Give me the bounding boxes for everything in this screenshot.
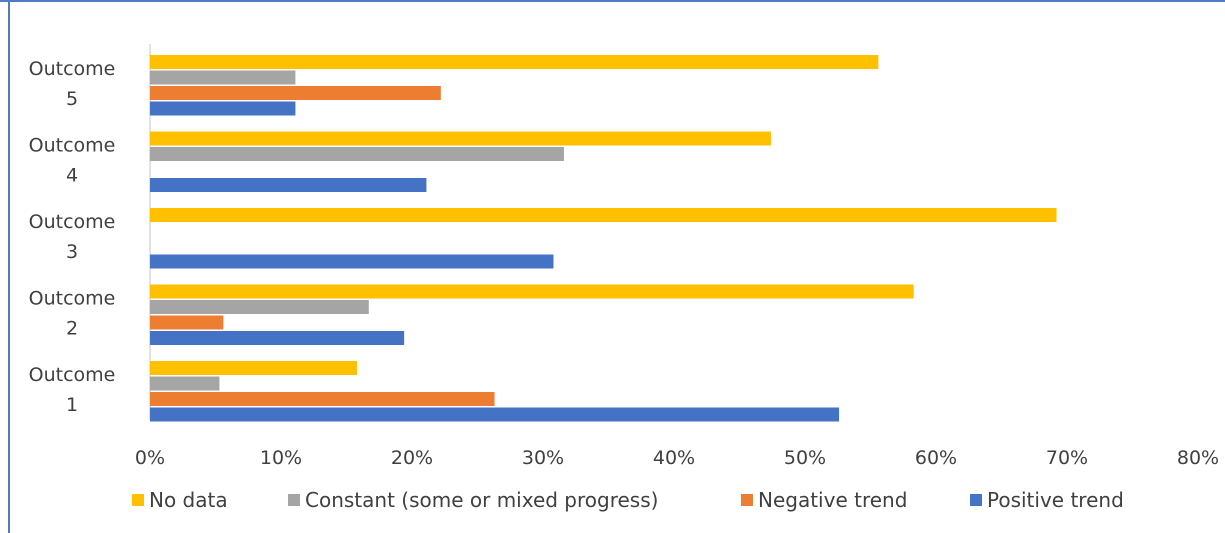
legend-label: Positive trend xyxy=(987,488,1124,512)
x-tick-label: 40% xyxy=(653,447,695,469)
x-tick-label: 0% xyxy=(135,447,165,469)
bar-positive-trend-outcome-1 xyxy=(150,407,840,422)
legend-swatch xyxy=(132,494,144,506)
bars-layer xyxy=(150,55,1057,422)
bar-no-data-outcome-3 xyxy=(150,208,1057,222)
bar-constant-some-or-mixed-progress-outcome-5 xyxy=(150,70,296,85)
bar-no-data-outcome-4 xyxy=(150,131,771,146)
x-tick-labels: 0% 10% 20% 30% 40% 50% 60% 70% 80% xyxy=(135,447,1219,469)
category-label: 1 xyxy=(66,394,78,416)
x-tick-label: 80% xyxy=(1177,447,1219,469)
category-label: Outcome xyxy=(29,288,116,310)
legend-label: Constant (some or mixed progress) xyxy=(305,488,658,512)
bar-positive-trend-outcome-5 xyxy=(150,101,296,116)
legend: No data Constant (some or mixed progress)… xyxy=(132,488,1124,512)
x-tick-label: 10% xyxy=(260,447,302,469)
legend-label: Negative trend xyxy=(758,488,907,512)
x-tick-label: 70% xyxy=(1046,447,1088,469)
bar-negative-trend-outcome-2 xyxy=(150,315,224,330)
category-label: 5 xyxy=(66,88,78,110)
x-tick-label: 60% xyxy=(915,447,957,469)
legend-swatch xyxy=(741,494,753,506)
bar-constant-some-or-mixed-progress-outcome-4 xyxy=(150,147,564,161)
x-tick-label: 30% xyxy=(522,447,564,469)
legend-item: Positive trend xyxy=(970,488,1124,512)
bar-constant-some-or-mixed-progress-outcome-2 xyxy=(150,300,369,314)
bar-positive-trend-outcome-3 xyxy=(150,254,554,269)
bar-positive-trend-outcome-2 xyxy=(150,331,405,345)
legend-item: No data xyxy=(132,488,228,512)
bar-negative-trend-outcome-5 xyxy=(150,86,441,100)
frame-left-border xyxy=(8,0,10,533)
category-labels: Outcome 5 Outcome 4 Outcome 3 Outcome 2 Outcome 1 xyxy=(29,58,116,416)
legend-swatch xyxy=(288,494,300,506)
category-label: Outcome xyxy=(29,135,116,157)
category-label: Outcome xyxy=(29,364,116,386)
x-tick-label: 20% xyxy=(391,447,433,469)
category-label: Outcome xyxy=(29,211,116,233)
legend-item: Negative trend xyxy=(741,488,907,512)
category-label: Outcome xyxy=(29,58,116,80)
legend-swatch xyxy=(970,494,982,506)
bar-no-data-outcome-1 xyxy=(150,361,357,375)
bar-no-data-outcome-5 xyxy=(150,55,879,69)
category-label: 2 xyxy=(66,318,78,340)
category-label: 3 xyxy=(66,241,78,263)
x-tick-label: 50% xyxy=(784,447,826,469)
category-label: 4 xyxy=(66,165,78,187)
bar-positive-trend-outcome-4 xyxy=(150,178,427,192)
frame-top-border xyxy=(0,0,1225,2)
bar-no-data-outcome-2 xyxy=(150,284,914,299)
bar-negative-trend-outcome-1 xyxy=(150,392,495,406)
legend-item: Constant (some or mixed progress) xyxy=(288,488,658,512)
legend-label: No data xyxy=(149,488,228,512)
bar-constant-some-or-mixed-progress-outcome-1 xyxy=(150,376,220,391)
